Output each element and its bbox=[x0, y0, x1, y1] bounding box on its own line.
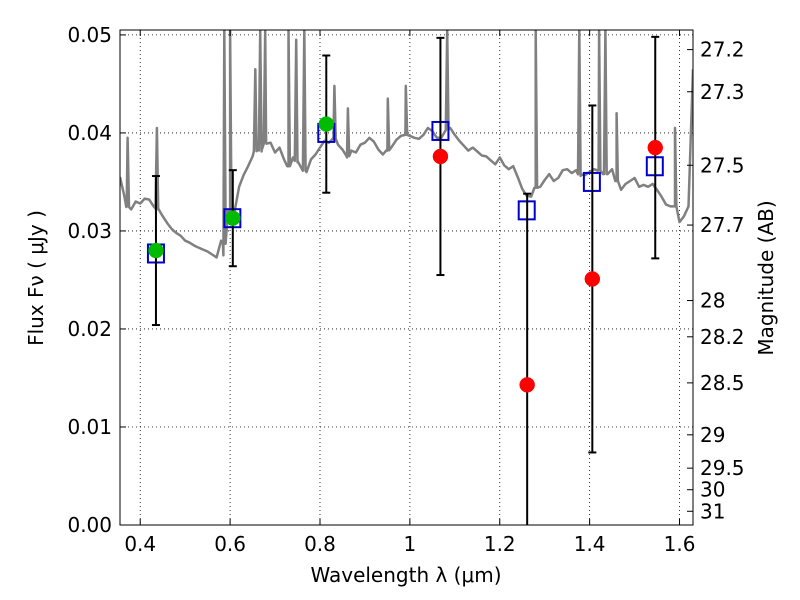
y2-tick-label: 27.3 bbox=[700, 80, 745, 104]
x-tick-label: 0.6 bbox=[214, 532, 246, 556]
plot-frame bbox=[119, 29, 694, 526]
y2-axis-title: Magnitude (AB) bbox=[754, 200, 778, 355]
y2-tick-label: 27.2 bbox=[700, 38, 745, 62]
grid bbox=[120, 30, 693, 526]
y-axis-title: Flux Fν ( μJy ) bbox=[24, 210, 48, 346]
y-tick-label: 0.02 bbox=[67, 317, 112, 341]
y2-tick-label: 28.5 bbox=[700, 371, 745, 395]
y-tick-label: 0.00 bbox=[67, 513, 112, 537]
observed-point bbox=[432, 148, 449, 165]
y-tick-label: 0.03 bbox=[67, 219, 112, 243]
observed-point bbox=[318, 116, 335, 132]
x-tick-label: 1 bbox=[404, 532, 417, 556]
observed-point bbox=[584, 271, 601, 287]
observed-point bbox=[519, 377, 535, 393]
y2-tick-label: 27.5 bbox=[700, 153, 745, 177]
observed-point bbox=[225, 210, 241, 226]
x-tick-label: 0.8 bbox=[304, 532, 336, 556]
axis-ticks: 0.4 0.6 0.8 1 1.2 1.4 1.6 0.00 0.01 0.02 0.03 0.04 0… bbox=[67, 23, 744, 556]
y2-tick-label: 29.5 bbox=[700, 456, 745, 480]
y2-tick-label: 27.7 bbox=[700, 213, 745, 237]
y2-tick-label: 30 bbox=[700, 478, 725, 502]
x-tick-label: 1.6 bbox=[664, 532, 696, 556]
y2-tick-label: 28.2 bbox=[700, 325, 745, 349]
x-tick-label: 0.4 bbox=[124, 532, 156, 556]
y2-tick-label: 28 bbox=[700, 289, 725, 313]
x-axis-title: Wavelength λ (μm) bbox=[310, 563, 501, 587]
x-tick-label: 1.2 bbox=[484, 532, 516, 556]
x-tick-label: 1.4 bbox=[574, 532, 606, 556]
observed-point bbox=[647, 139, 663, 156]
observed-point bbox=[148, 242, 164, 259]
model-spectrum-layer bbox=[120, 30, 693, 259]
y2-tick-label: 31 bbox=[700, 499, 725, 523]
y2-tick-label: 29 bbox=[700, 423, 725, 447]
observed-points-layer bbox=[148, 116, 663, 393]
y-tick-label: 0.05 bbox=[67, 23, 112, 47]
y-tick-label: 0.04 bbox=[67, 121, 112, 145]
model-spectrum-line bbox=[120, 30, 693, 259]
y-tick-label: 0.01 bbox=[67, 415, 112, 439]
